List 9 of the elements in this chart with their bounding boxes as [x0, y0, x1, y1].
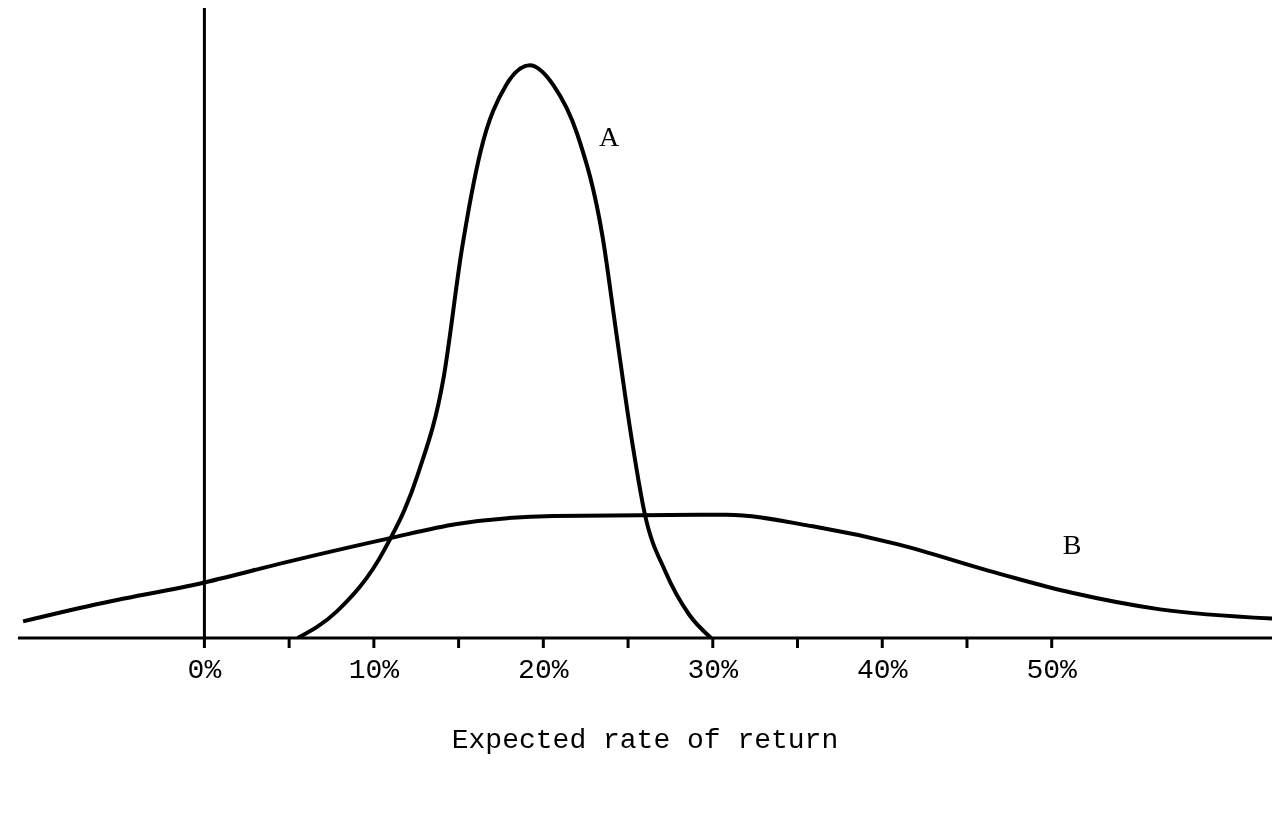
x-tick-label: 50%	[1026, 654, 1078, 686]
x-tick-label: 20%	[518, 654, 569, 686]
x-tick-label: 30%	[687, 654, 739, 686]
x-tick-label: 0%	[187, 654, 222, 686]
x-tick-label: 10%	[348, 654, 400, 686]
x-tick-label: 40%	[857, 654, 908, 686]
series-label: B	[1062, 529, 1082, 561]
series-label: A	[599, 120, 621, 152]
x-axis-title: Expected rate of return	[451, 725, 839, 756]
